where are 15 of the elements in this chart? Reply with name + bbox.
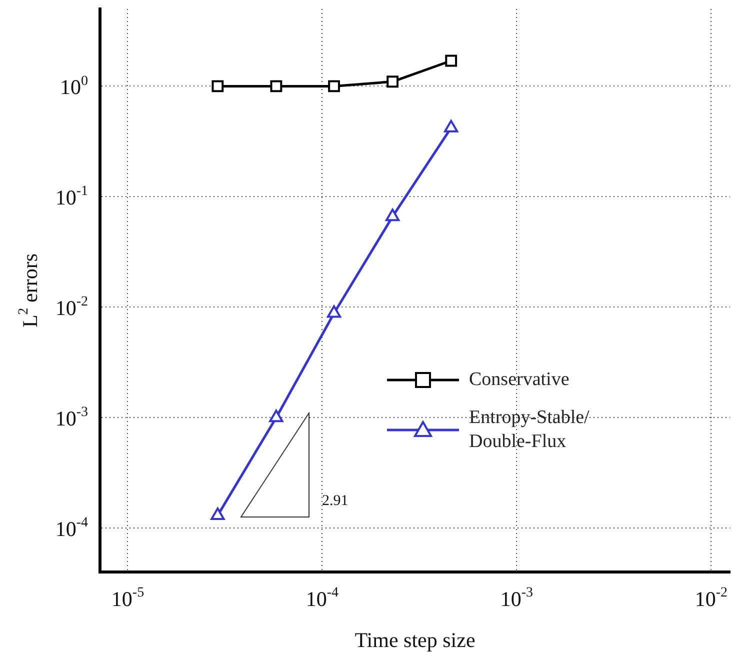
point: [210, 507, 225, 520]
x-axis-title: Time step size: [354, 628, 476, 652]
point: [269, 410, 284, 422]
annotation: 2.91: [322, 493, 348, 509]
legend-label: Entropy-Stable/Double-Flux: [469, 406, 590, 454]
point: [328, 80, 340, 92]
legend-label: Conservative: [469, 368, 570, 392]
point: [212, 80, 224, 92]
point: [386, 76, 399, 88]
point: [326, 305, 342, 318]
point: [444, 120, 458, 132]
point: [270, 80, 282, 92]
y-axis-title: L2 errors: [16, 253, 42, 328]
point: [445, 54, 458, 67]
point: [386, 208, 400, 222]
